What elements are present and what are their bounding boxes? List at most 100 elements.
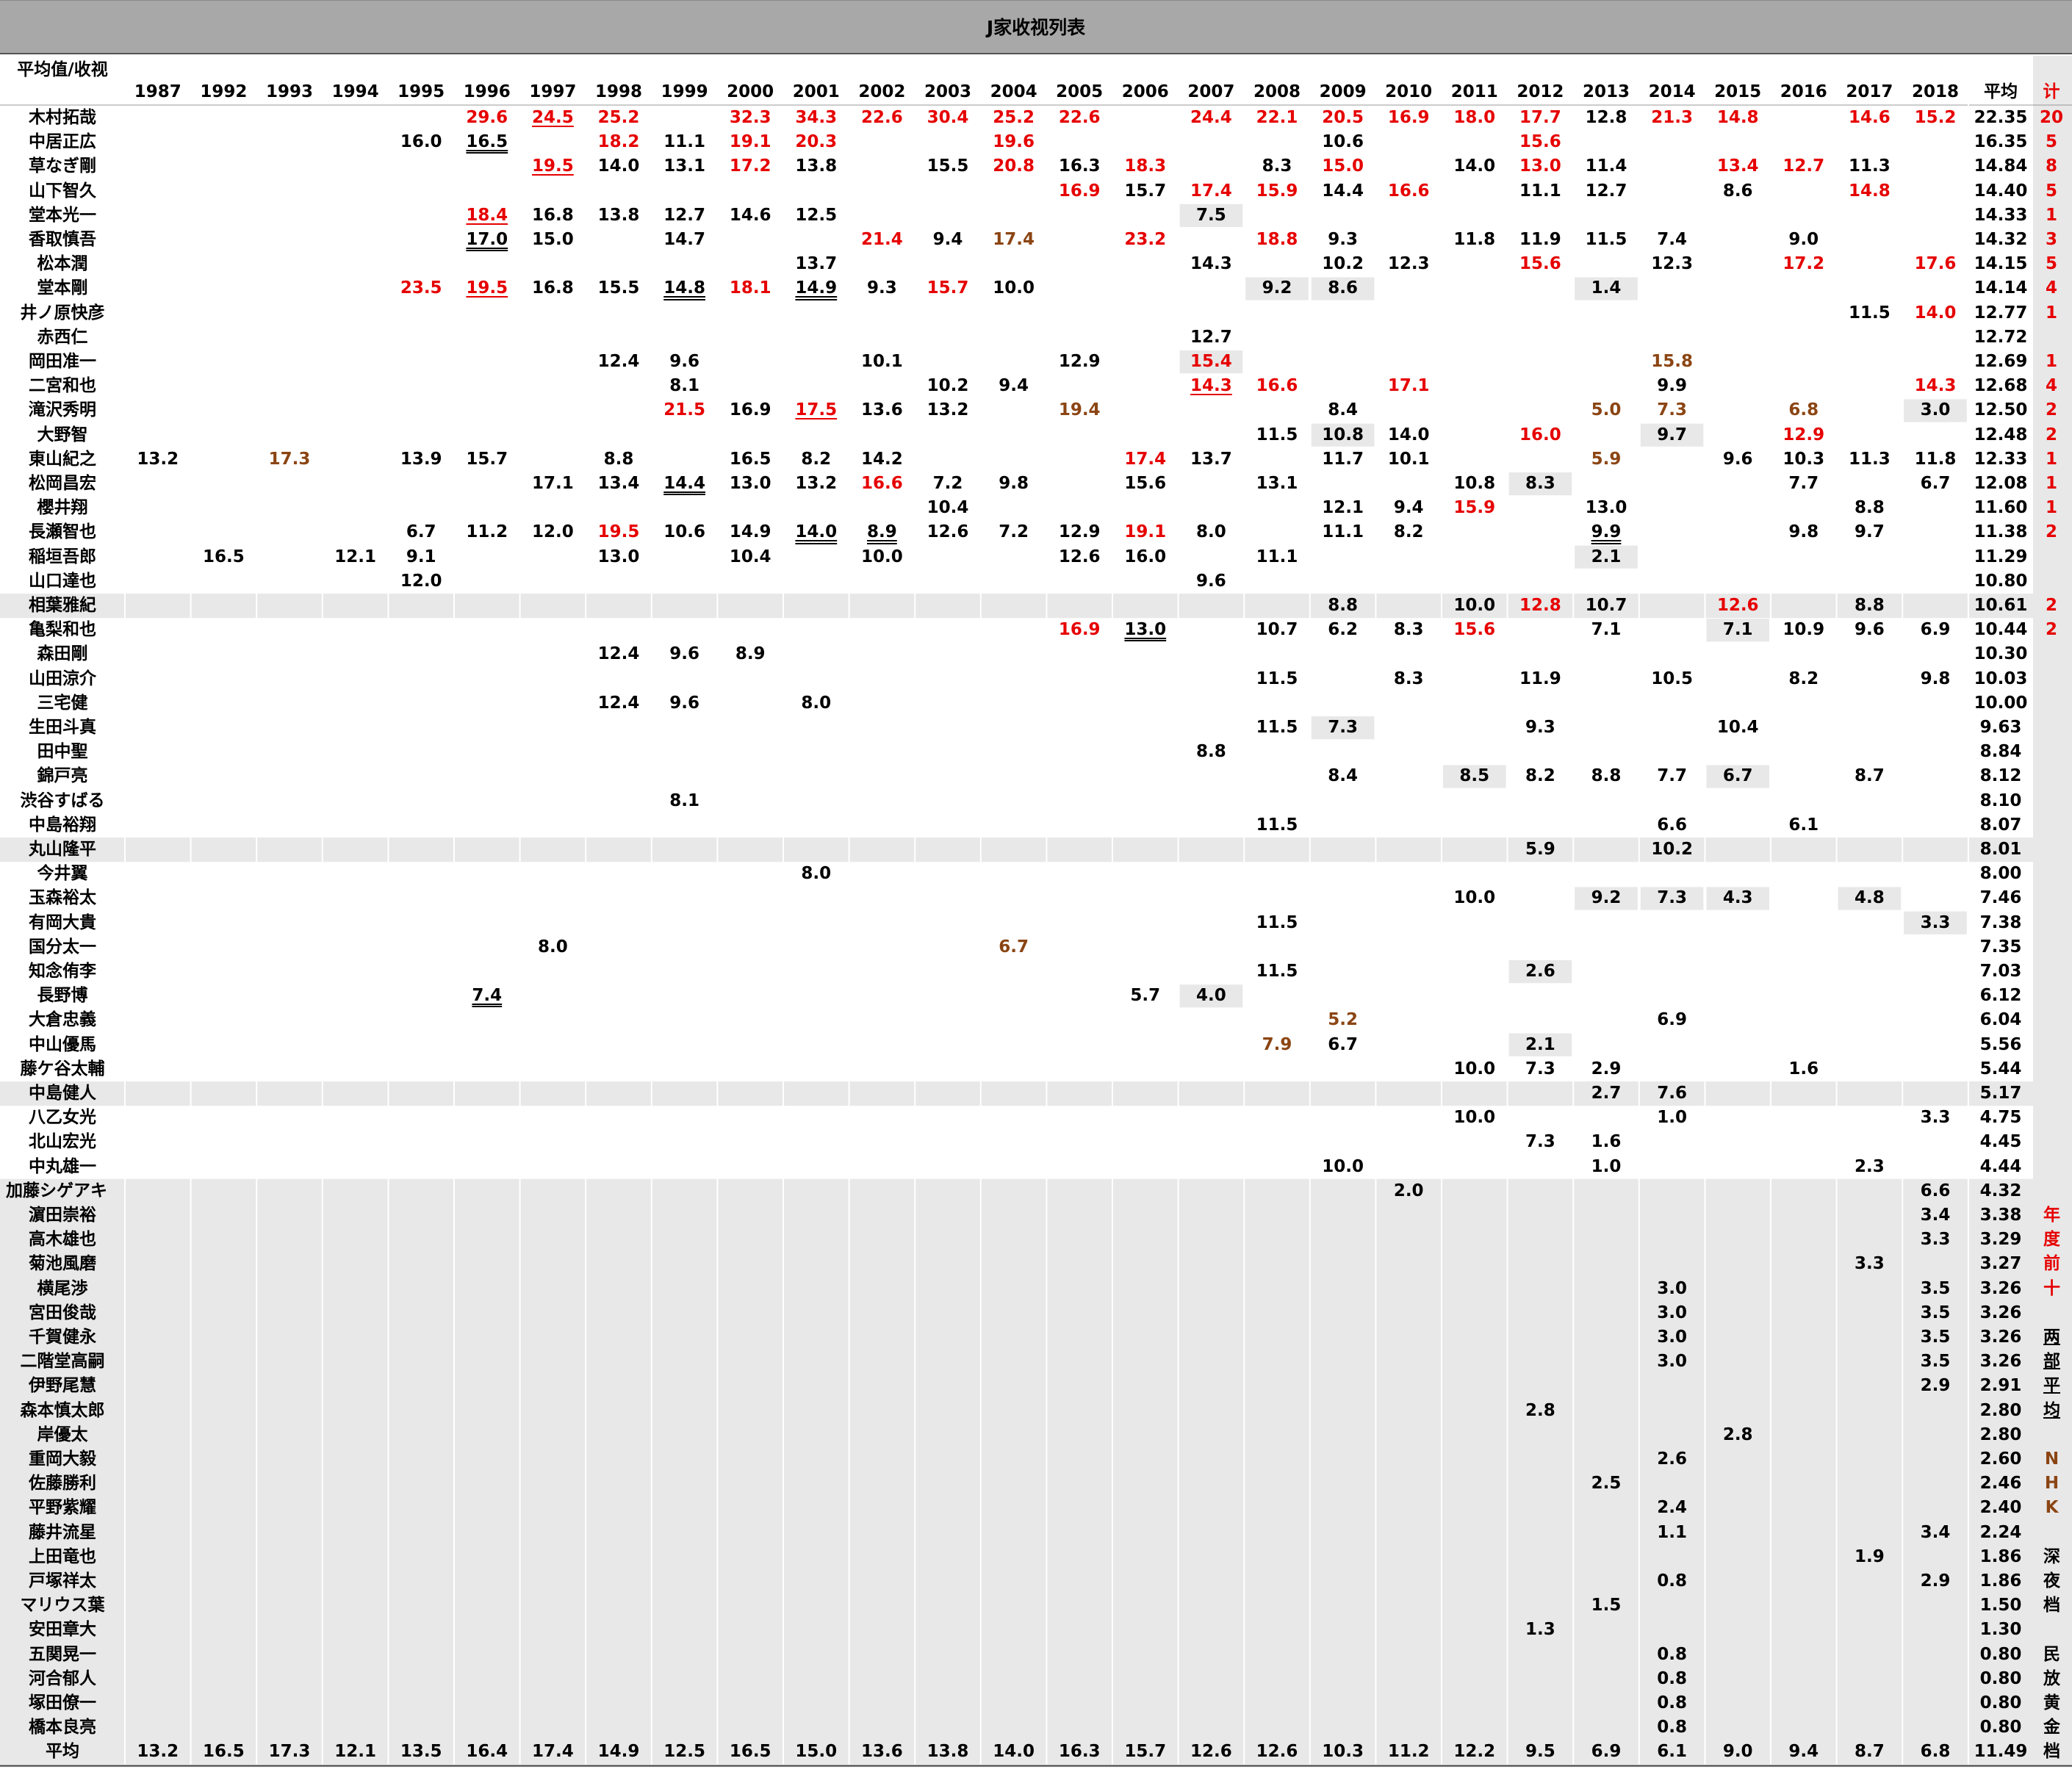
rating-value: 12.8 (1585, 108, 1627, 127)
rating-value: 9.7 (1855, 522, 1885, 542)
legend-avg: 两 (2043, 1328, 2060, 1347)
rating-cell: 9.3 (1508, 716, 1574, 740)
rating-value: 5.0 (1591, 400, 1622, 420)
rating-value: 25.2 (993, 108, 1035, 127)
cell-shade (1508, 1033, 1572, 1056)
rating-value: 12.7 (1783, 156, 1825, 176)
rating-cell: 17.4 (1179, 179, 1245, 204)
year-header: 1994 (331, 82, 379, 101)
rating-cell: 17.1 (1375, 374, 1442, 398)
rating-cell: 12.6 (915, 520, 981, 544)
row-name: 木村拓哉 (29, 108, 96, 127)
rating-value: 2.5 (1591, 1474, 1622, 1494)
rating-value: 16.0 (400, 132, 442, 152)
row-name: 佐藤勝利 (29, 1474, 96, 1494)
row-name: 渋谷すばる (20, 790, 105, 810)
rating-value: 13.1 (663, 156, 705, 176)
rating-cell: 9.6 (652, 691, 718, 716)
rating-value: 2.8 (1722, 1425, 1753, 1444)
rating-cell: 17.2 (1771, 252, 1837, 276)
row-average: 14.40 (1974, 181, 2028, 201)
row-average: 8.00 (1979, 864, 2022, 884)
row-name: 河合郁人 (29, 1668, 96, 1688)
rating-cell: 10.2 (1639, 838, 1705, 862)
rating-cell: 8.5 (1442, 764, 1508, 788)
row-average: 12.68 (1974, 376, 2028, 396)
row-name: 稲垣吾郎 (29, 547, 96, 566)
rating-cell: 10.6 (1310, 130, 1376, 154)
rating-cell: 10.2 (1310, 252, 1376, 276)
rating-value: 19.5 (466, 278, 508, 298)
rating-value: 6.9 (1920, 620, 1951, 640)
rating-value: 17.1 (1387, 376, 1430, 396)
rating-value: 7.6 (1657, 1084, 1687, 1103)
legend-avg: 部 (2043, 1352, 2060, 1372)
rating-cell: 7.3 (1508, 1057, 1574, 1081)
rating-value: 10.7 (1256, 620, 1298, 640)
row-average: 2.60 (1979, 1449, 2022, 1469)
rating-cell: 19.5 (586, 520, 652, 544)
row-average: 12.69 (1974, 352, 2028, 371)
rating-value: 1.3 (1525, 1620, 1555, 1640)
rating-cell: 10.6 (652, 520, 718, 544)
rating-cell: 3.3 (1902, 1228, 1968, 1252)
corner-label: 平均值/收视 (17, 60, 108, 79)
rating-value: 23.5 (400, 278, 442, 298)
rating-value: 14.6 (1849, 108, 1891, 127)
row-average: 12.77 (1974, 303, 2028, 323)
rating-value: 9.6 (669, 693, 699, 713)
row-name: 橋本良亮 (29, 1718, 96, 1737)
rating-value: 13.4 (597, 474, 640, 493)
row-average: 7.46 (1979, 888, 2022, 908)
row-average: 8.07 (1979, 815, 2022, 835)
rating-value: 19.6 (993, 132, 1035, 152)
rating-cell: 0.8 (1639, 1667, 1705, 1691)
rating-value: 0.8 (1657, 1571, 1687, 1591)
rating-value: 10.2 (1651, 840, 1693, 859)
rating-cell: 2.3 (1837, 1155, 1903, 1179)
rating-value: 5.7 (1130, 986, 1161, 1006)
row-shade (0, 594, 2033, 619)
rating-value: 23.2 (1124, 230, 1167, 249)
rating-cell: 7.4 (454, 984, 520, 1008)
rating-value: 0.8 (1657, 1644, 1687, 1664)
rating-value: 3.0 (1920, 400, 1951, 420)
rating-value: 25.2 (597, 108, 640, 127)
rating-value: 14.6 (729, 205, 771, 225)
row-name: 生田斗真 (29, 718, 96, 737)
rating-cell: 21.4 (849, 228, 916, 252)
rating-value: 13.0 (729, 474, 771, 493)
rating-cell: 12.0 (520, 520, 586, 544)
rating-cell: 11.5 (1244, 813, 1310, 838)
rating-cell: 7.7 (1639, 764, 1705, 788)
row-average: 11.60 (1974, 498, 2028, 518)
rating-cell: 17.6 (1902, 252, 1968, 276)
row-name: 岡田准一 (29, 352, 96, 371)
cell-shade (1706, 765, 1769, 788)
rating-cell: 18.0 (1442, 106, 1508, 130)
rating-cell: 10.1 (1375, 447, 1442, 472)
rating-cell: 9.6 (652, 642, 718, 666)
row-count: 2 (2045, 596, 2057, 615)
row-average: 5.44 (1979, 1059, 2022, 1078)
rating-value: 8.4 (1328, 766, 1358, 786)
rating-value: 10.0 (1453, 1108, 1496, 1128)
year-header: 2015 (1714, 82, 1762, 101)
footer-average: 8.7 (1855, 1742, 1885, 1762)
rating-cell: 12.4 (586, 350, 652, 374)
cell-shade (1508, 472, 1572, 496)
row-average: 2.80 (1979, 1425, 2022, 1444)
row-average: 1.30 (1979, 1620, 2022, 1640)
rating-value: 8.4 (1328, 400, 1358, 420)
rating-cell: 12.7 (1771, 154, 1837, 179)
rating-cell: 15.9 (1442, 496, 1508, 520)
year-header: 2011 (1450, 82, 1498, 101)
row-name: 滝沢秀明 (29, 400, 96, 420)
row-average: 5.17 (1979, 1084, 2022, 1103)
rating-value: 19.1 (729, 132, 771, 152)
rating-value: 13.4 (1716, 156, 1759, 176)
rating-value: 8.8 (1855, 498, 1885, 518)
row-name: 森田剛 (37, 644, 88, 664)
rating-value: 4.8 (1855, 888, 1885, 908)
rating-value: 7.1 (1722, 620, 1753, 640)
